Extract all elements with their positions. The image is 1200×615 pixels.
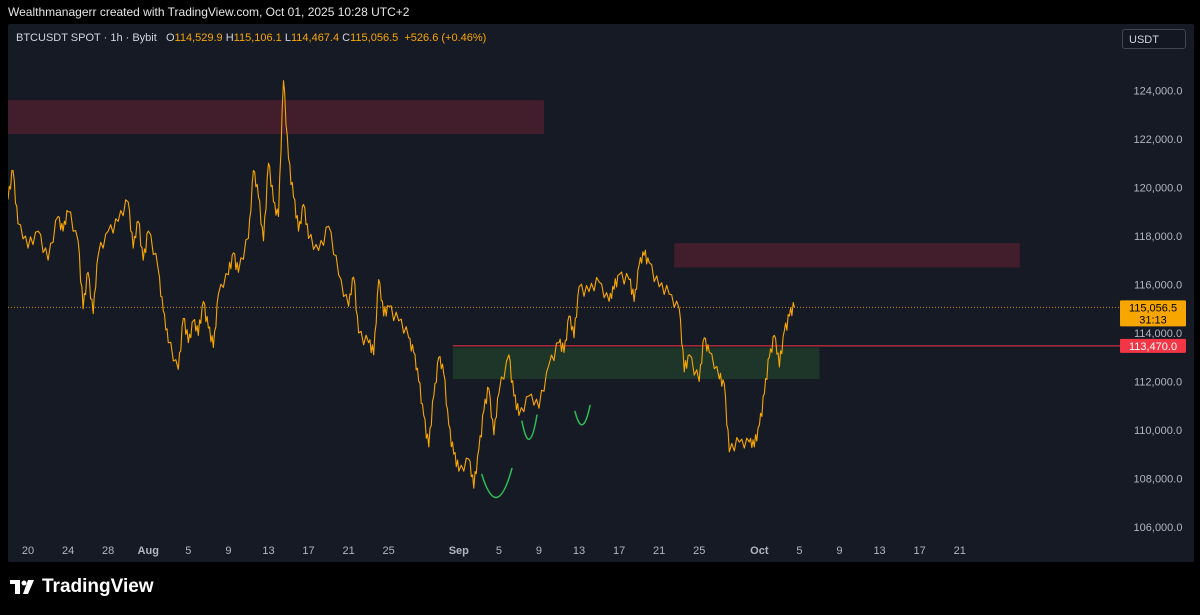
- x-tick-label: 5: [796, 545, 802, 557]
- open-label: O: [165, 32, 175, 44]
- resistance-zone-0[interactable]: [8, 100, 544, 135]
- pattern-arc-1[interactable]: [521, 414, 538, 440]
- x-tick-label: Oct: [750, 545, 769, 557]
- ohlc-legend: BTCUSDT SPOT · 1h · Bybit O114,529.9 H11…: [16, 32, 486, 44]
- price-chart[interactable]: 106,000.0 108,000.0 110,000.0 112,000.0 114,…: [8, 24, 1194, 562]
- symbol-label[interactable]: BTCUSDT SPOT · 1h · Bybit: [16, 32, 157, 44]
- y-tick-label: 116,000.0: [1134, 279, 1182, 291]
- x-tick-label: 28: [102, 545, 114, 557]
- x-tick-label: 13: [873, 545, 885, 557]
- brand-name: TradingView: [42, 576, 154, 597]
- x-tick-label: 17: [914, 545, 926, 557]
- attribution-text: Wealthmanagerr created with TradingView.…: [8, 5, 410, 19]
- currency-button[interactable]: USDT: [1122, 29, 1186, 49]
- current-price-label: 115,056.5: [1129, 302, 1177, 314]
- x-tick-label: Aug: [138, 545, 159, 557]
- x-tick-label: 21: [954, 545, 966, 557]
- x-tick-label: 25: [383, 545, 395, 557]
- x-tick-label: Sep: [449, 545, 469, 557]
- support-zone-2[interactable]: [452, 347, 820, 380]
- x-tick-label: 5: [496, 545, 502, 557]
- x-tick-label: 24: [62, 545, 74, 557]
- close-label: C: [342, 32, 351, 44]
- y-tick-label: 120,000.0: [1134, 182, 1183, 194]
- chart-panel[interactable]: 106,000.0 108,000.0 110,000.0 112,000.0 114,…: [8, 24, 1194, 562]
- current-price-tag: [1120, 300, 1186, 327]
- close-value: 115,056.5: [350, 32, 399, 44]
- footer: TradingView: [0, 562, 1200, 615]
- y-tick-label: 110,000.0: [1134, 425, 1182, 437]
- x-tick-label: 25: [693, 545, 705, 557]
- low-label: L: [284, 32, 291, 44]
- pattern-arc-2[interactable]: [574, 404, 591, 426]
- pattern-arc-0[interactable]: [481, 467, 513, 499]
- high-value: 115,106.1: [233, 32, 282, 44]
- level-price-tag: [1120, 338, 1186, 353]
- y-tick-label: 118,000.0: [1134, 231, 1182, 243]
- high-label: H: [225, 32, 234, 44]
- x-tick-label: 5: [185, 545, 191, 557]
- tradingview-logo[interactable]: TradingView: [10, 576, 154, 598]
- price-series-line-0: [8, 80, 795, 489]
- y-tick-label: 106,000.0: [1134, 522, 1183, 534]
- x-tick-label: 9: [225, 545, 231, 557]
- x-tick-label: 21: [342, 545, 354, 557]
- x-tick-label: 17: [302, 545, 314, 557]
- y-tick-label: 112,000.0: [1134, 376, 1182, 388]
- low-value: 114,467.4: [290, 32, 340, 44]
- x-tick-label: 13: [573, 545, 585, 557]
- countdown-label: 31:13: [1139, 314, 1167, 326]
- y-tick-label: 124,000.0: [1134, 85, 1183, 97]
- x-tick-label: 21: [653, 545, 665, 557]
- x-tick-label: 9: [536, 545, 542, 557]
- change-value: +526.6 (+0.46%): [404, 32, 487, 44]
- attribution-bar: Wealthmanagerr created with TradingView.…: [0, 0, 1200, 24]
- x-tick-label: 9: [836, 545, 842, 557]
- resistance-zone-1[interactable]: [674, 243, 1020, 268]
- tradingview-logo-icon: [10, 580, 34, 594]
- level-price-label: 113,470.0: [1129, 341, 1177, 353]
- y-tick-label: 114,000.0: [1134, 328, 1182, 340]
- y-tick-label: 122,000.0: [1134, 134, 1183, 146]
- x-tick-label: 13: [262, 545, 274, 557]
- x-tick-label: 17: [613, 545, 625, 557]
- open-value: 114,529.9: [174, 32, 223, 44]
- x-tick-label: 20: [22, 545, 34, 557]
- y-tick-label: 108,000.0: [1134, 474, 1183, 486]
